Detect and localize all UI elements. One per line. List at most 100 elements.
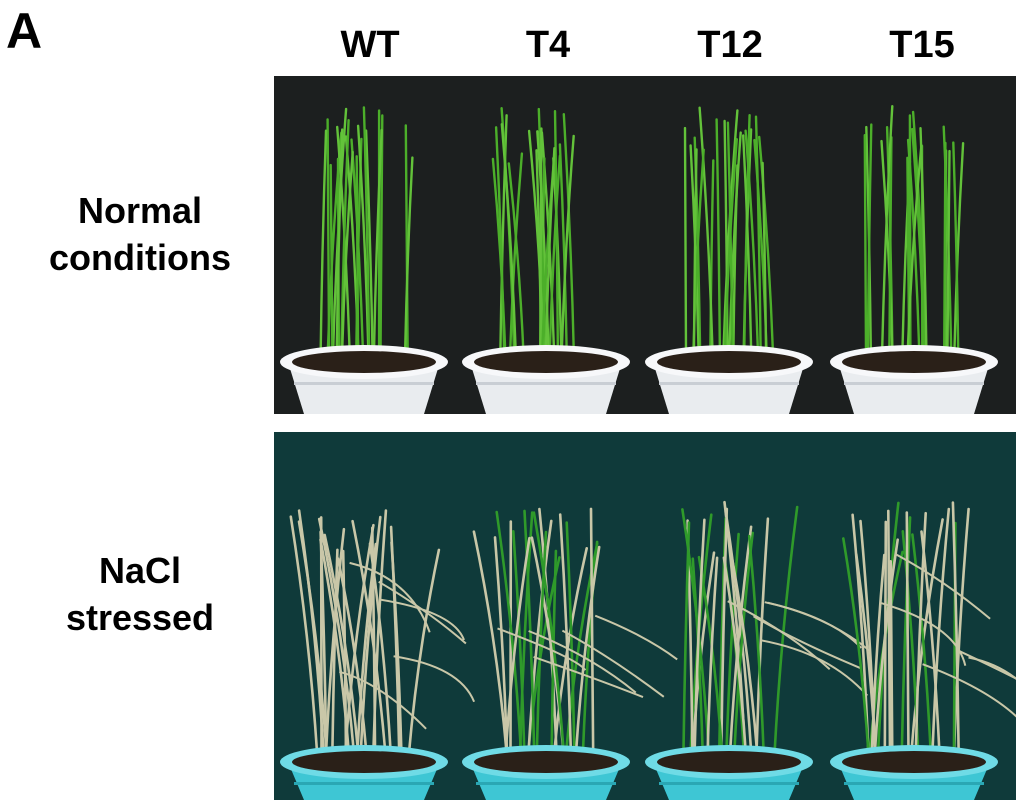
rice-leaf bbox=[943, 141, 947, 358]
plant-pot-group-2 bbox=[462, 507, 678, 800]
rice-leaf bbox=[504, 536, 531, 758]
row-label-normal-line1: Normal bbox=[77, 190, 203, 231]
rice-leaf bbox=[728, 542, 759, 758]
rice-leaf bbox=[692, 148, 698, 358]
drooping-leaf bbox=[561, 629, 665, 698]
rice-leaf bbox=[908, 114, 912, 358]
rice-leaf bbox=[952, 141, 960, 358]
rice-leaf bbox=[911, 533, 933, 758]
rice-leaf bbox=[340, 150, 354, 358]
rice-leaf bbox=[508, 152, 524, 358]
rice-leaf bbox=[499, 114, 508, 358]
rice-leaf bbox=[728, 131, 742, 358]
rice-leaf bbox=[319, 129, 328, 358]
rice-leaf bbox=[888, 136, 893, 358]
rice-leaf bbox=[866, 123, 873, 358]
rice-leaf bbox=[855, 553, 877, 758]
soil bbox=[292, 351, 436, 373]
rice-leaf bbox=[565, 521, 576, 758]
rice-leaf bbox=[722, 109, 739, 358]
rice-leaf bbox=[355, 155, 360, 358]
rice-leaf bbox=[761, 161, 768, 358]
rice-leaf bbox=[732, 531, 754, 758]
rice-leaf bbox=[562, 113, 576, 358]
pot-band bbox=[294, 782, 434, 785]
rice-leaf bbox=[362, 106, 371, 358]
rice-leaf bbox=[719, 507, 729, 758]
row-label-stressed-line2: stressed bbox=[65, 596, 215, 638]
rice-leaf bbox=[511, 530, 526, 758]
column-label-wt: WT bbox=[340, 24, 400, 66]
drooping-leaf bbox=[752, 615, 862, 670]
row-label-stressed: NaCl stressed bbox=[30, 548, 250, 642]
rice-leaf bbox=[558, 513, 573, 758]
rice-leaf bbox=[743, 114, 751, 358]
rice-leaf bbox=[742, 134, 753, 358]
pot-band bbox=[294, 382, 434, 385]
drooping-leaf bbox=[767, 601, 862, 649]
rice-leaf bbox=[372, 128, 383, 358]
row-label-stressed-line1: NaCl bbox=[98, 550, 182, 591]
rice-leaf bbox=[842, 537, 870, 758]
rice-leaf bbox=[544, 147, 556, 358]
nacl-stressed-photo bbox=[274, 432, 1016, 800]
drooping-leaf bbox=[533, 655, 644, 699]
pot-band bbox=[476, 782, 616, 785]
rice-leaf bbox=[931, 507, 951, 758]
plant-pot-group-1 bbox=[280, 509, 476, 800]
plant-pot-group-2 bbox=[462, 107, 630, 414]
rice-leaf bbox=[873, 538, 899, 758]
rice-leaf bbox=[407, 548, 441, 758]
rice-leaf bbox=[726, 121, 734, 358]
rice-leaf bbox=[351, 519, 387, 758]
rice-leaf bbox=[906, 145, 923, 358]
soil bbox=[657, 751, 801, 773]
drooping-leaf bbox=[727, 600, 831, 670]
rice-leaf bbox=[331, 548, 339, 758]
rice-leaf bbox=[946, 149, 951, 358]
column-label-t15: T15 bbox=[889, 24, 955, 66]
rice-leaf bbox=[900, 516, 912, 758]
rice-leaf bbox=[725, 532, 740, 758]
soil bbox=[657, 351, 801, 373]
drooping-leaf bbox=[349, 561, 431, 633]
rice-leaf bbox=[317, 517, 356, 758]
plant-pot-group-3 bbox=[645, 500, 871, 800]
rice-leaf bbox=[589, 507, 595, 758]
rice-leaf bbox=[289, 515, 319, 758]
rice-leaf bbox=[951, 501, 960, 758]
rice-leaf bbox=[335, 128, 344, 358]
rice-leaf bbox=[870, 553, 886, 758]
rice-leaf bbox=[472, 530, 509, 758]
plant-pot-group-4 bbox=[830, 105, 998, 414]
rice-leaf bbox=[319, 538, 351, 758]
rice-leaf bbox=[722, 556, 748, 758]
drooping-leaf bbox=[379, 598, 465, 641]
rice-leaf bbox=[359, 515, 382, 758]
rice-leaf bbox=[697, 555, 724, 758]
rice-leaf bbox=[715, 118, 722, 358]
drooping-leaf bbox=[378, 580, 467, 645]
soil bbox=[842, 351, 986, 373]
rice-leaf bbox=[744, 129, 760, 358]
drooping-leaf bbox=[922, 663, 1016, 718]
pot-band bbox=[659, 382, 799, 385]
rice-leaf bbox=[558, 143, 568, 358]
rice-leaf bbox=[491, 157, 507, 358]
row-label-normal: Normal conditions bbox=[30, 188, 250, 282]
rice-leaf bbox=[919, 126, 928, 358]
rice-leaf bbox=[364, 129, 374, 358]
rice-leaf bbox=[324, 527, 346, 758]
column-label-t4: T4 bbox=[525, 24, 571, 66]
rice-leaf bbox=[706, 556, 719, 758]
rice-leaf bbox=[404, 124, 409, 358]
rice-leaf bbox=[755, 517, 770, 758]
drooping-leaf bbox=[761, 639, 869, 697]
drooping-leaf bbox=[958, 649, 1016, 680]
rice-leaf bbox=[953, 142, 965, 358]
rice-leaf bbox=[880, 105, 894, 358]
rice-leaf bbox=[723, 138, 738, 358]
drooping-leaf bbox=[528, 630, 637, 694]
rice-leaf bbox=[527, 519, 553, 758]
rice-leaf bbox=[319, 530, 328, 758]
